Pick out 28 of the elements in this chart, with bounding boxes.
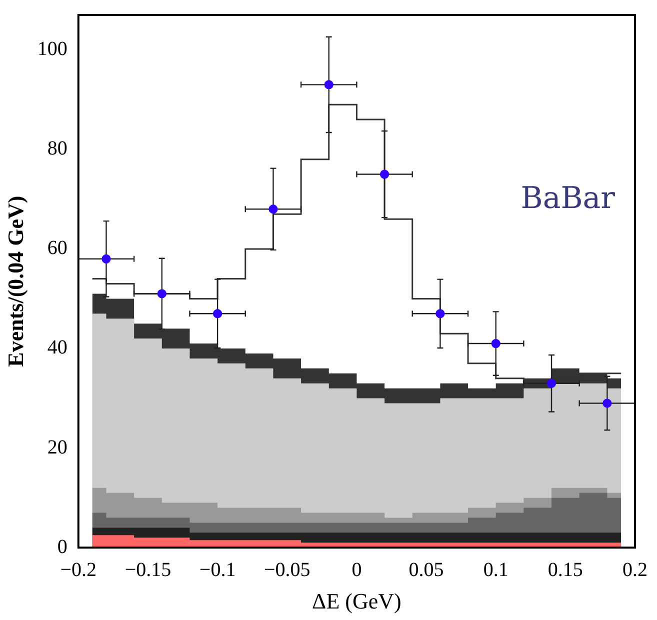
y-tick-label: 40: [47, 336, 68, 359]
x-tick-label: 0.05: [408, 558, 444, 581]
point: [380, 170, 390, 179]
y-tick-label: 20: [47, 436, 68, 458]
y-tick-label: 0: [57, 536, 68, 558]
point: [324, 80, 334, 90]
x-tick-label: 0.2: [622, 558, 648, 581]
x-tick-label: 0.1: [483, 558, 508, 581]
x-tick-label: 0: [352, 558, 362, 581]
point: [213, 309, 222, 318]
point: [491, 339, 500, 348]
point: [157, 289, 166, 298]
y-tick-label: 80: [47, 138, 68, 160]
x-axis-title: ΔE (GeV): [312, 588, 402, 614]
x-tick-label: −0.2: [60, 558, 97, 581]
y-axis-title: Events/(0.04 GeV): [2, 196, 28, 367]
x-tick-label: −0.15: [124, 558, 172, 581]
x-tick-label: 0.15: [548, 558, 583, 581]
y-tick-label: 60: [47, 237, 68, 260]
x-tick-label: −0.1: [199, 558, 236, 581]
point: [547, 378, 556, 388]
y-tick-label: 100: [37, 38, 68, 60]
annotation: BaBar: [520, 180, 616, 216]
point: [436, 309, 445, 318]
point: [602, 398, 612, 408]
point: [102, 254, 111, 264]
point: [268, 204, 278, 214]
x-tick-label: −0.05: [264, 558, 310, 581]
